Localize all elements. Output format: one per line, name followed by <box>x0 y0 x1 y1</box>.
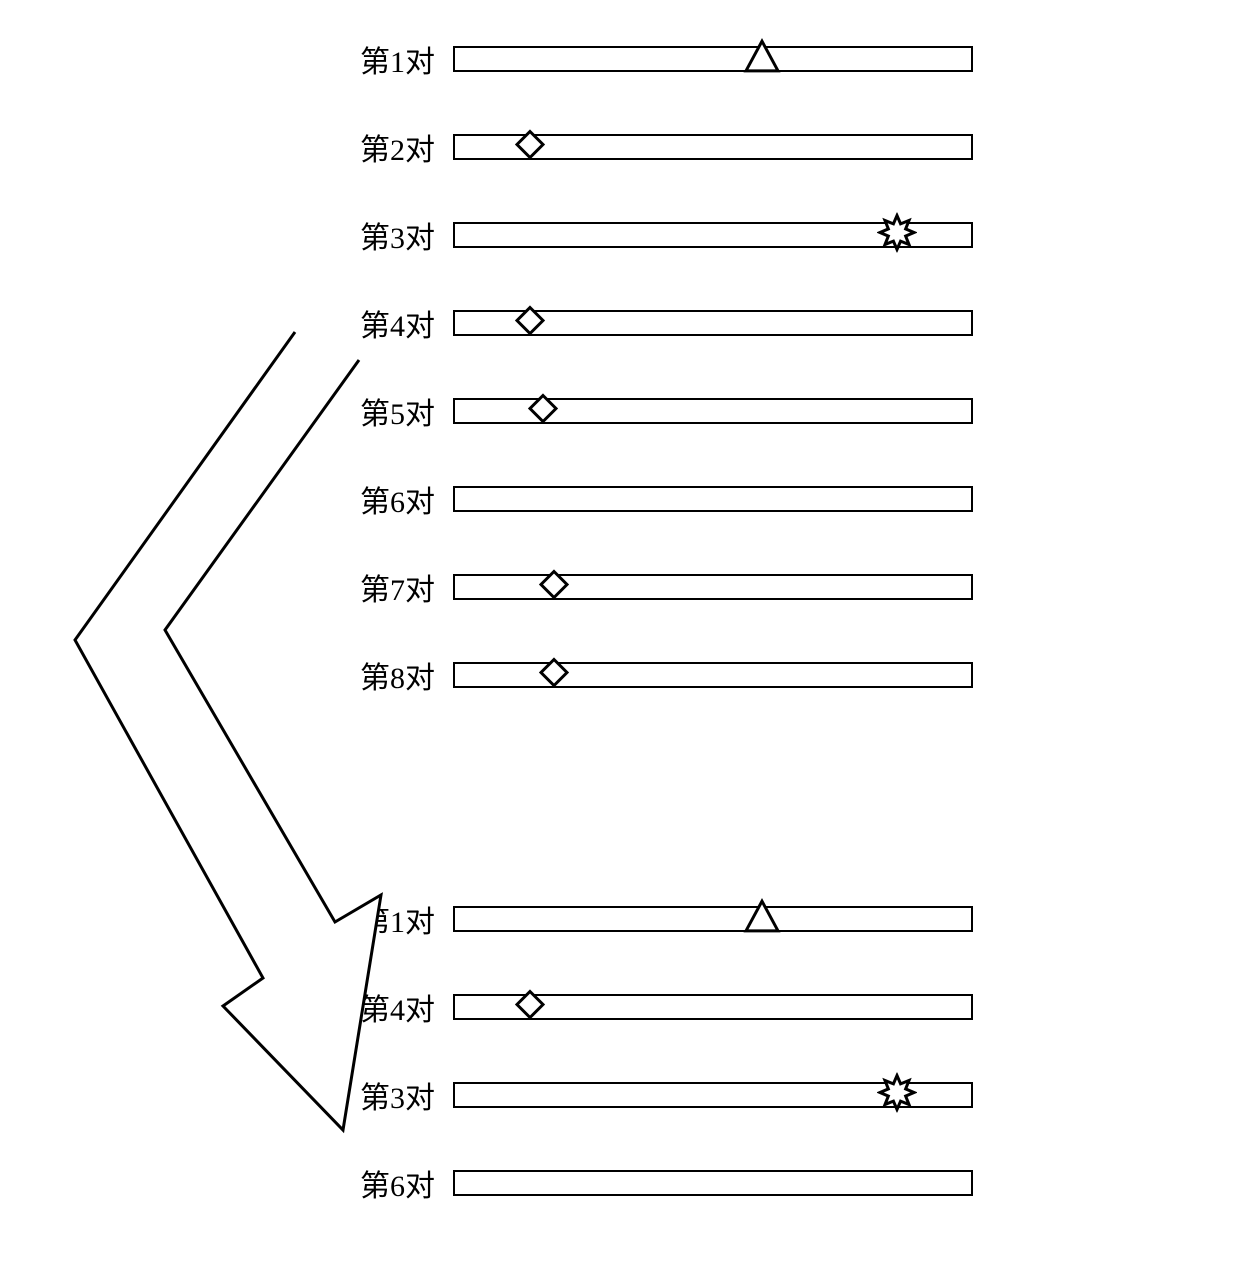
star-marker-icon <box>877 213 917 258</box>
chromosome-bar <box>453 310 973 336</box>
chromosome-bar <box>453 46 973 72</box>
chromosome-row: 第7对 <box>350 565 973 609</box>
diamond-marker-icon <box>527 393 559 430</box>
chromosome-row: 第8对 <box>350 653 973 697</box>
diamond-marker-icon <box>514 989 546 1026</box>
star-marker-icon <box>877 1073 917 1118</box>
row-label: 第3对 <box>350 213 435 257</box>
chromosome-row: 第4对 <box>350 301 973 345</box>
row-label: 第6对 <box>350 1161 435 1205</box>
chromosome-row: 第3对 <box>350 1073 973 1117</box>
diamond-marker-icon <box>514 129 546 166</box>
diamond-marker-icon <box>514 305 546 342</box>
chromosome-row: 第1对 <box>350 897 973 941</box>
chromosome-bar <box>453 574 973 600</box>
chromosome-row: 第2对 <box>350 125 973 169</box>
chromosome-row: 第5对 <box>350 389 973 433</box>
triangle-marker-icon <box>743 38 781 80</box>
diamond-marker-icon <box>538 657 570 694</box>
chromosome-bar <box>453 222 973 248</box>
diamond-marker-icon <box>538 569 570 606</box>
chromosome-bar <box>453 1170 973 1196</box>
chromosome-row: 第3对 <box>350 213 973 257</box>
chromosome-row: 第6对 <box>350 477 973 521</box>
chromosome-bar <box>453 1082 973 1108</box>
chromosome-bar <box>453 134 973 160</box>
chromosome-row: 第4对 <box>350 985 973 1029</box>
row-label: 第1对 <box>350 37 435 81</box>
chromosome-bar <box>453 486 973 512</box>
chromosome-row: 第1对 <box>350 37 973 81</box>
triangle-marker-icon <box>743 898 781 940</box>
chromosome-bar <box>453 906 973 932</box>
chromosome-bar <box>453 398 973 424</box>
chromosome-bar <box>453 994 973 1020</box>
chromosome-row: 第6对 <box>350 1161 973 1205</box>
flow-arrow-icon <box>65 330 385 1145</box>
row-label: 第2对 <box>350 125 435 169</box>
chromosome-bar <box>453 662 973 688</box>
